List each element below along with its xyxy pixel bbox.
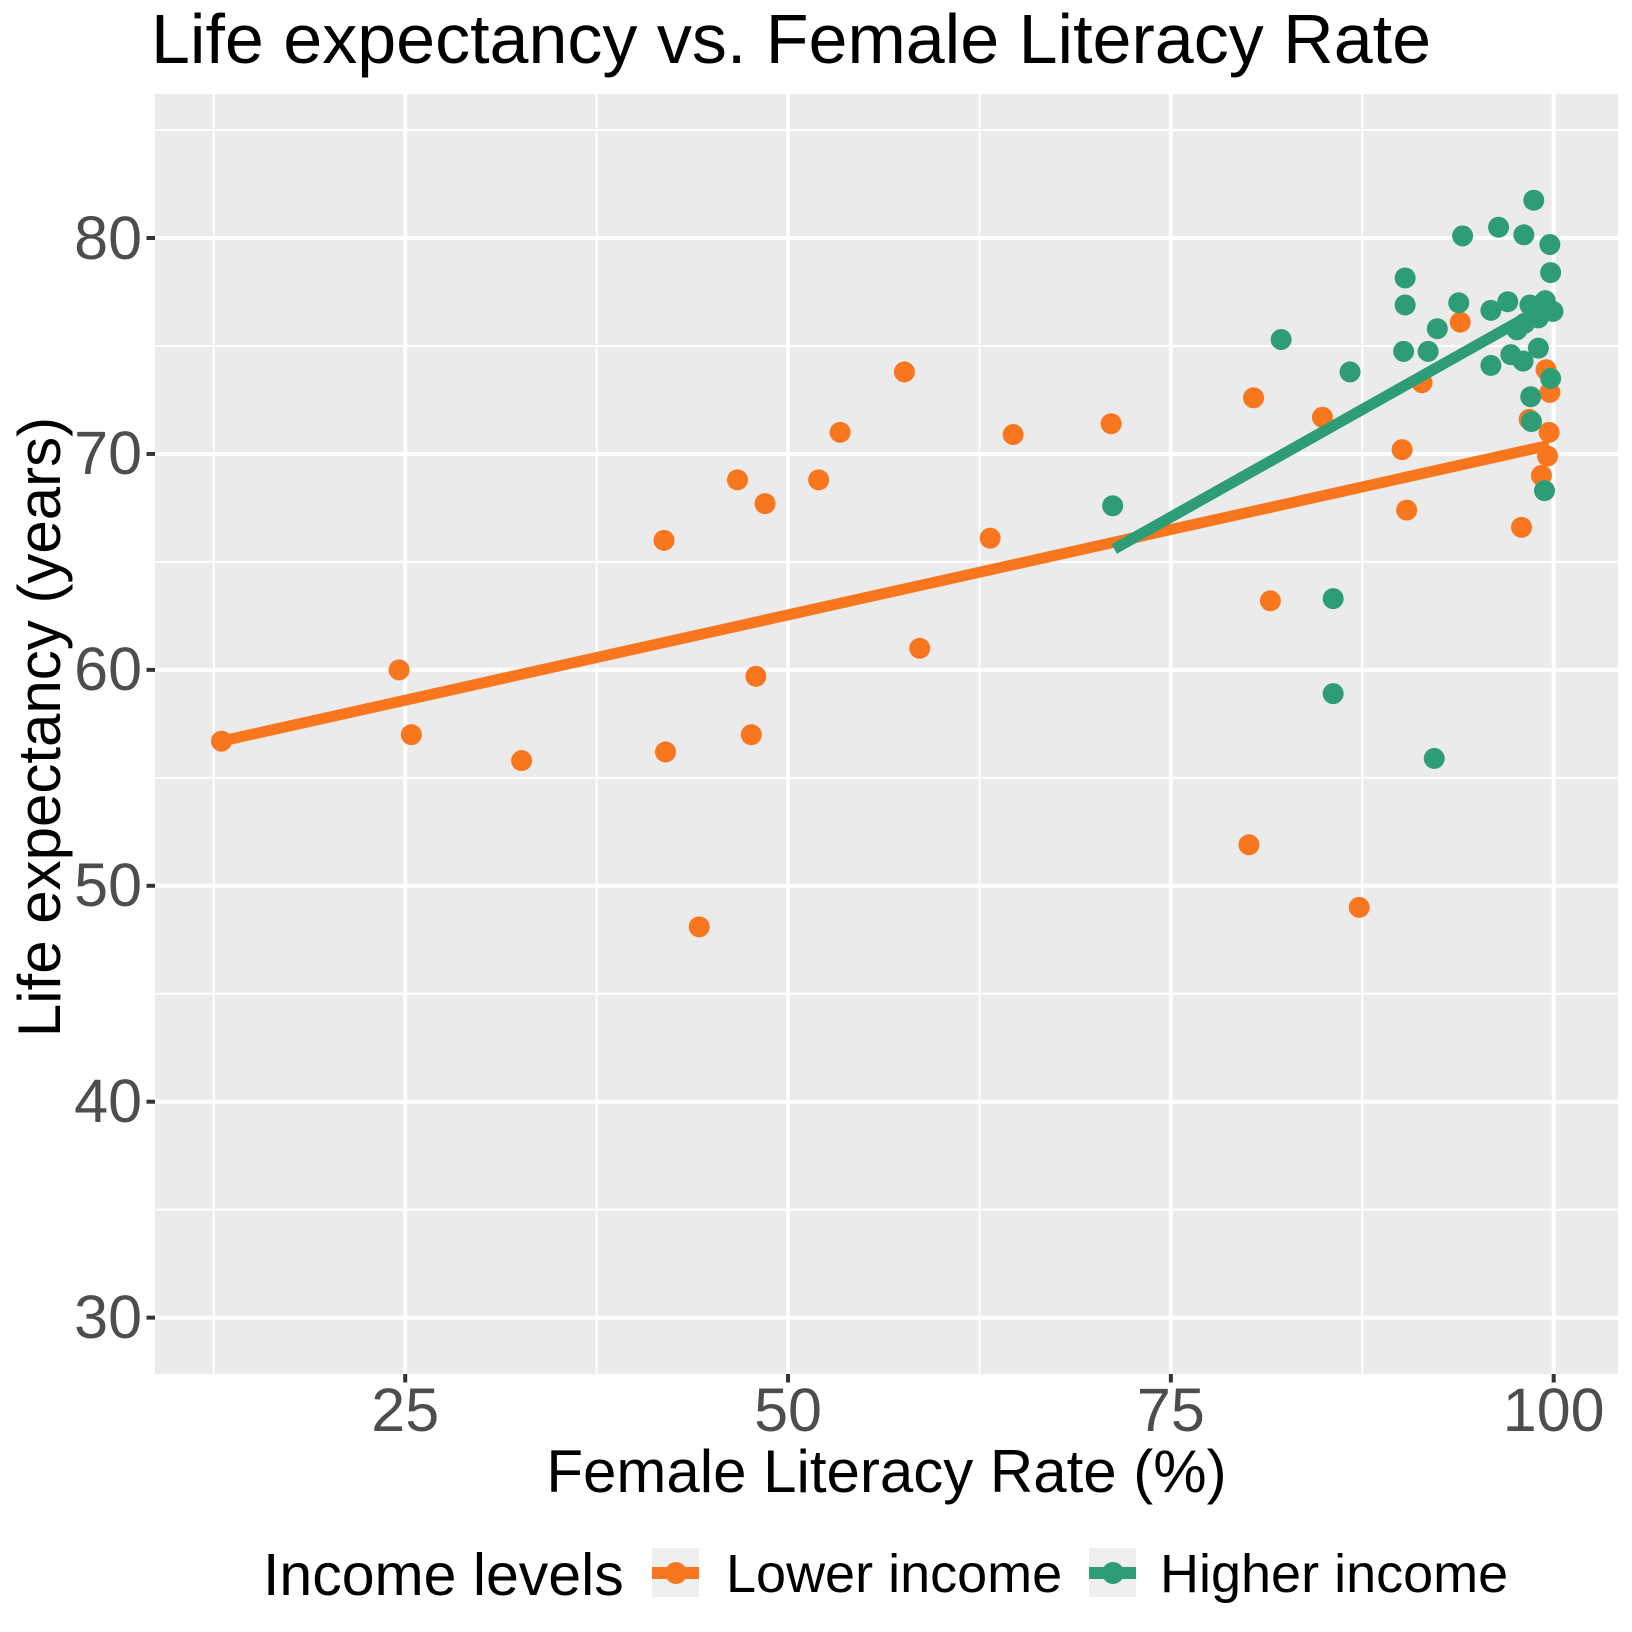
legend-title: Income levels <box>263 1541 624 1608</box>
point-higher-income <box>1540 262 1562 284</box>
point-lower-income <box>1348 896 1370 918</box>
x-tick-label: 100 <box>1502 1376 1605 1444</box>
legend-label-lower-income: Lower income <box>726 1544 1063 1604</box>
legend-label-higher-income: Higher income <box>1160 1544 1509 1604</box>
point-higher-income <box>1322 588 1344 610</box>
point-higher-income <box>1423 747 1445 769</box>
y-tick-label: 70 <box>74 419 142 488</box>
legend: Income levels Lower income Higher income <box>0 1545 1632 1604</box>
x-tick-label: 50 <box>754 1376 822 1444</box>
point-lower-income <box>388 659 410 681</box>
point-higher-income <box>1497 291 1519 313</box>
point-lower-income <box>1243 387 1265 409</box>
point-higher-income <box>1452 225 1474 247</box>
point-lower-income <box>727 469 749 491</box>
legend-key-lower-income <box>652 1548 699 1597</box>
point-lower-income <box>655 741 677 763</box>
point-higher-income <box>1339 361 1361 383</box>
point-higher-income <box>1322 683 1344 705</box>
point-lower-income <box>1538 421 1560 443</box>
point-lower-income <box>1100 413 1122 435</box>
point-lower-income <box>511 750 533 772</box>
point-higher-income <box>1520 411 1542 433</box>
point-lower-income <box>653 529 675 551</box>
point-higher-income <box>1488 216 1510 238</box>
point-higher-income <box>1480 299 1502 321</box>
y-axis-title: Life expectancy (years) <box>6 416 73 1038</box>
panel-background <box>155 94 1618 1374</box>
point-higher-income <box>1520 386 1542 408</box>
trend-line-lower-income <box>220 439 1551 747</box>
point-lower-income <box>1002 424 1024 446</box>
point-lower-income <box>1391 439 1413 461</box>
point-lower-income <box>909 637 931 659</box>
point-lower-income <box>979 527 1001 549</box>
legend-key-higher-income <box>1089 1548 1136 1597</box>
point-higher-income <box>1527 337 1549 359</box>
y-tick-label: 80 <box>74 203 142 272</box>
point-higher-income <box>1417 340 1439 362</box>
y-tick-label: 40 <box>74 1067 142 1136</box>
point-higher-income <box>1426 318 1448 340</box>
point-lower-income <box>754 493 776 515</box>
point-lower-income <box>688 916 710 938</box>
plot-title: Life expectancy vs. Female Literacy Rate <box>151 0 1432 78</box>
point-lower-income <box>1511 516 1533 538</box>
point-lower-income <box>1238 834 1260 856</box>
y-tick-label: 50 <box>74 851 142 920</box>
point-higher-income <box>1512 350 1534 372</box>
legend-key-point-icon <box>1101 1561 1124 1584</box>
point-higher-income <box>1513 224 1535 246</box>
point-lower-income <box>893 361 915 383</box>
point-lower-income <box>1259 590 1281 612</box>
point-higher-income <box>1393 340 1415 362</box>
legend-key-point-icon <box>664 1561 687 1584</box>
point-lower-income <box>1311 406 1333 428</box>
point-higher-income <box>1533 480 1555 502</box>
point-higher-income <box>1102 495 1124 517</box>
point-higher-income <box>1270 329 1292 351</box>
point-lower-income <box>808 469 830 491</box>
point-higher-income <box>1448 292 1470 314</box>
x-tick-label: 75 <box>1136 1376 1205 1444</box>
y-tick-label: 30 <box>74 1283 142 1352</box>
point-higher-income <box>1539 233 1561 255</box>
x-axis-title: Female Literacy Rate (%) <box>546 1438 1227 1505</box>
trend-line-higher-income <box>1111 298 1555 554</box>
point-lower-income <box>1396 499 1418 521</box>
y-tick-label: 60 <box>74 635 142 704</box>
point-lower-income <box>745 665 767 687</box>
point-higher-income <box>1542 300 1564 322</box>
point-higher-income <box>1540 367 1562 389</box>
x-tick-label: 25 <box>371 1376 440 1444</box>
point-higher-income <box>1480 354 1502 376</box>
point-higher-income <box>1394 294 1416 316</box>
point-lower-income <box>1449 311 1471 333</box>
point-higher-income <box>1394 267 1416 289</box>
point-lower-income <box>829 421 851 443</box>
point-lower-income <box>740 724 762 746</box>
point-higher-income <box>1523 189 1545 211</box>
point-lower-income <box>400 724 422 746</box>
